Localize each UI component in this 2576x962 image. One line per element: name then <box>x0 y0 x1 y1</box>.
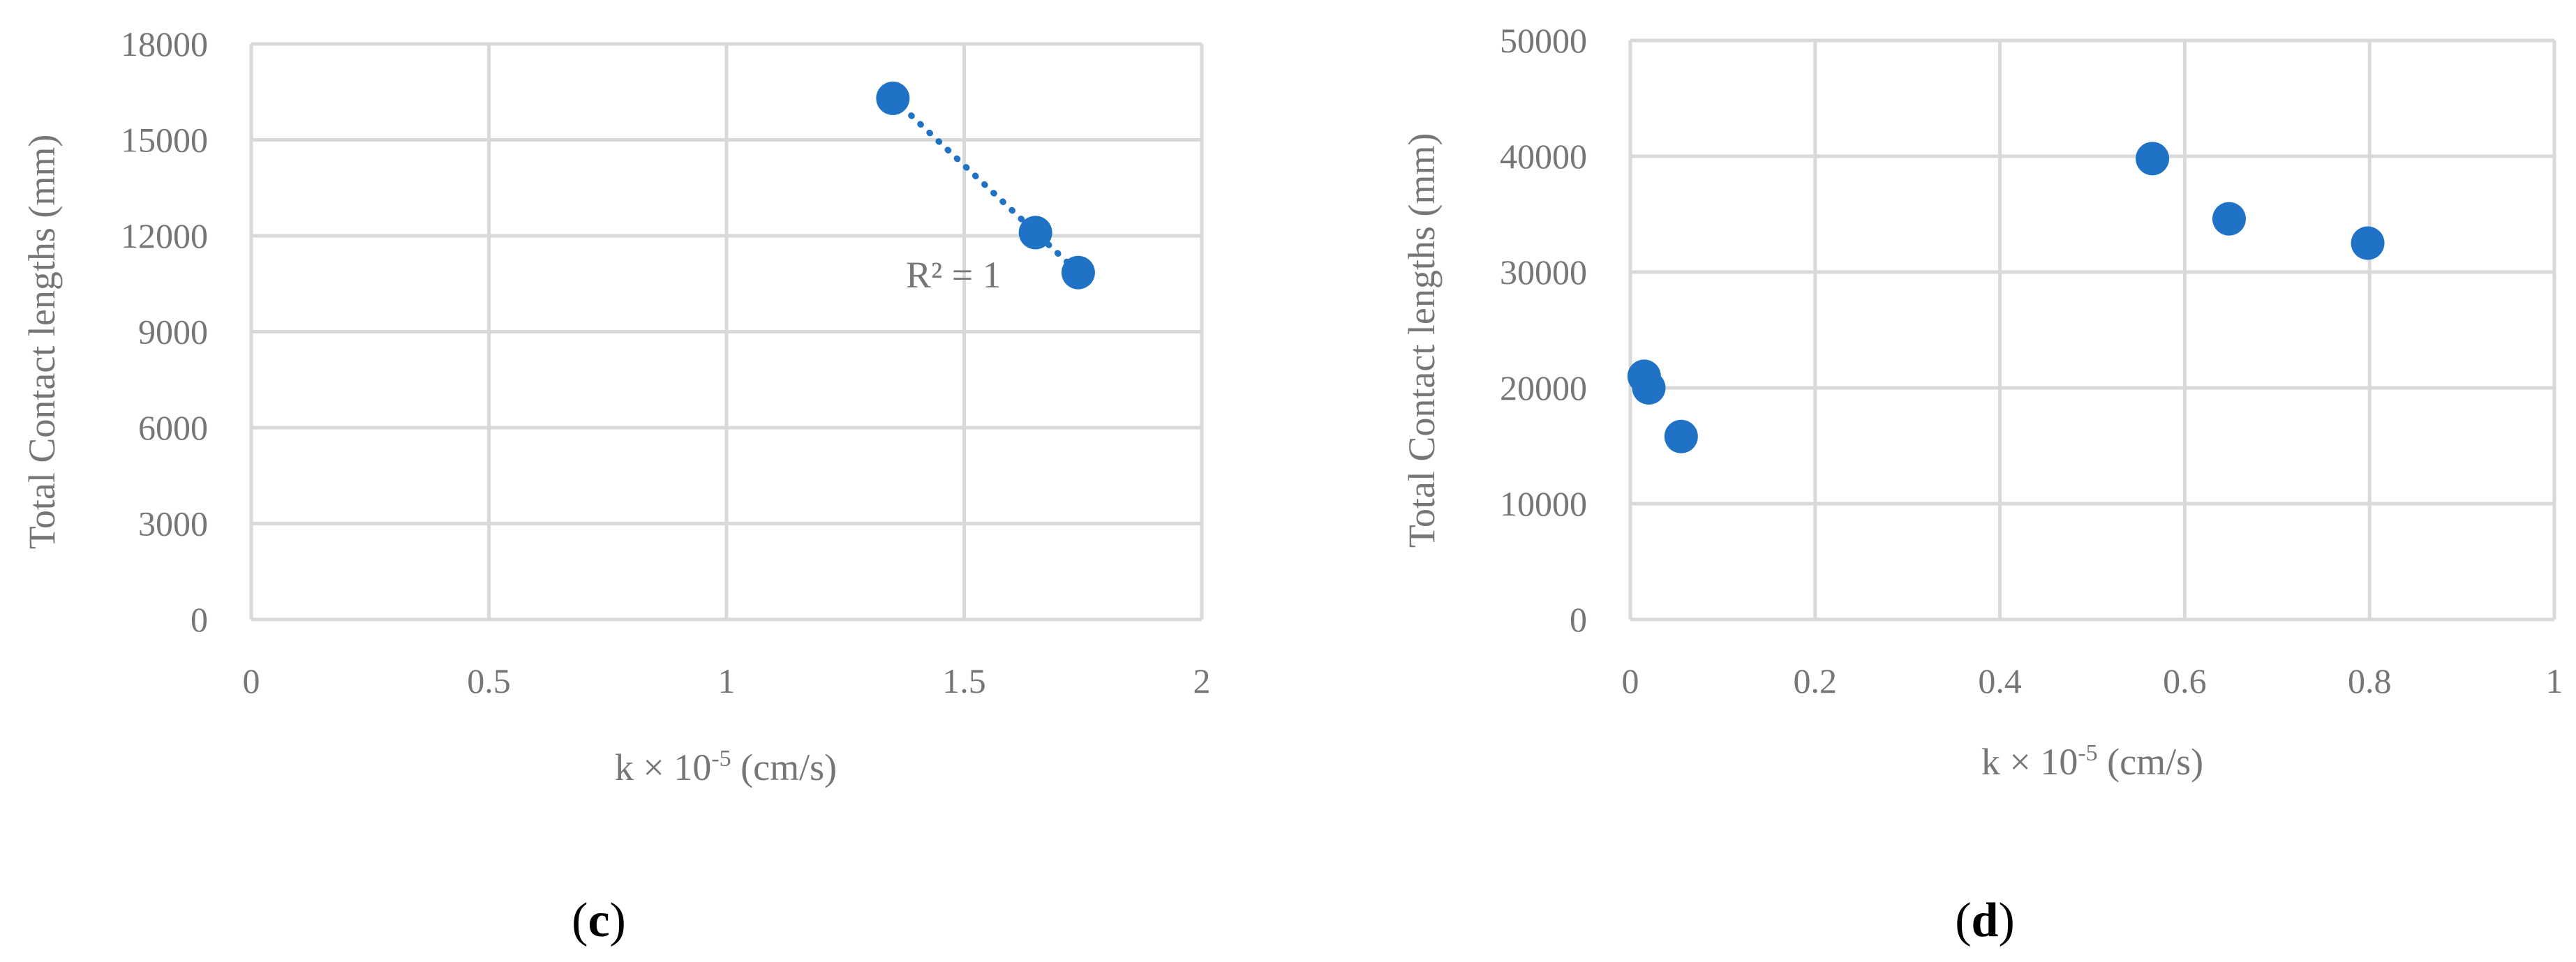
y-tick-label-d: 10000 <box>1500 484 1587 523</box>
y-tick-label-c: 12000 <box>121 216 208 255</box>
y-tick-label-c: 18000 <box>121 24 208 63</box>
panel-label-c: (c) <box>572 894 626 947</box>
panel-letter-c: c <box>588 894 609 947</box>
panel-label-d: (d) <box>1955 894 2015 947</box>
x-tick-labels-c: 0 0.5 1 1.5 2 <box>243 661 1211 700</box>
y-tick-label-d: 50000 <box>1500 21 1587 60</box>
trendline-path-c <box>889 95 1082 276</box>
y-axis-title-d: Total Contact lengths (mm) <box>1401 133 1443 548</box>
chart-c: 0 3000 6000 9000 12000 15000 18000 0 0.5 1 1.5 2 R… <box>21 24 1211 947</box>
y-tick-labels-d: 0 10000 20000 30000 40000 50000 <box>1500 21 1587 639</box>
x-axis-title-c-unit: (cm/s) <box>731 746 837 788</box>
trendline-c <box>889 95 1082 276</box>
x-tick-label-d: 0 <box>1622 661 1639 700</box>
x-tick-label-d: 0.4 <box>1978 661 2022 700</box>
x-tick-label-d: 1 <box>2546 661 2563 700</box>
data-point-c <box>1018 216 1052 250</box>
x-axis-title-c-sup: -5 <box>711 746 731 772</box>
x-tick-label-c: 0 <box>243 661 260 700</box>
y-tick-label-c: 3000 <box>138 504 208 543</box>
x-tick-label-d: 0.6 <box>2163 661 2207 700</box>
x-axis-title-d-unit: (cm/s) <box>2098 741 2203 783</box>
y-tick-label-c: 15000 <box>121 121 208 160</box>
x-axis-title-c-main: k × 10 <box>615 746 711 788</box>
y-tick-label-c: 9000 <box>138 313 208 352</box>
y-tick-label-c: 0 <box>191 600 208 639</box>
y-axis-title-c: Total Contact lengths (mm) <box>21 135 63 550</box>
x-axis-title-d: k × 10-5 (cm/s) <box>1981 740 2203 783</box>
r-squared-annotation: R² = 1 <box>906 254 1002 296</box>
chart-d: 0 10000 20000 30000 40000 50000 0 0.2 0.4 0.6 0.8… <box>1401 21 2563 947</box>
grid-d <box>1628 38 2556 622</box>
data-point-d <box>2136 142 2170 176</box>
y-tick-label-d: 40000 <box>1500 137 1587 176</box>
x-tick-label-d: 0.2 <box>1794 661 1838 700</box>
x-tick-label-c: 2 <box>1193 661 1211 700</box>
y-tick-label-d: 20000 <box>1500 368 1587 407</box>
panel-letter-d: d <box>1972 894 1999 947</box>
y-tick-label-d: 30000 <box>1500 253 1587 292</box>
data-point-c <box>1061 255 1095 290</box>
x-tick-label-c: 1.5 <box>942 661 986 700</box>
x-tick-label-c: 1 <box>718 661 736 700</box>
x-axis-title-d-main: k × 10 <box>1981 741 2078 783</box>
data-point-d <box>1664 419 1698 453</box>
data-points-d <box>1627 142 2385 453</box>
x-axis-title-d-sup: -5 <box>2078 740 2097 766</box>
y-tick-labels-c: 0 3000 6000 9000 12000 15000 18000 <box>121 24 208 639</box>
x-tick-labels-d: 0 0.2 0.4 0.6 0.8 1 <box>1622 661 2563 700</box>
x-axis-title-c: k × 10-5 (cm/s) <box>615 746 837 788</box>
x-tick-label-c: 0.5 <box>467 661 511 700</box>
data-point-c <box>876 81 910 115</box>
y-tick-label-c: 6000 <box>138 408 208 447</box>
data-point-d <box>2212 202 2246 236</box>
x-tick-label-d: 0.8 <box>2348 661 2392 700</box>
grid-c <box>249 42 1204 622</box>
data-point-d <box>2351 226 2385 260</box>
data-point-d <box>1632 371 1666 405</box>
data-points-c <box>876 81 1095 290</box>
y-tick-label-d: 0 <box>1570 600 1587 639</box>
